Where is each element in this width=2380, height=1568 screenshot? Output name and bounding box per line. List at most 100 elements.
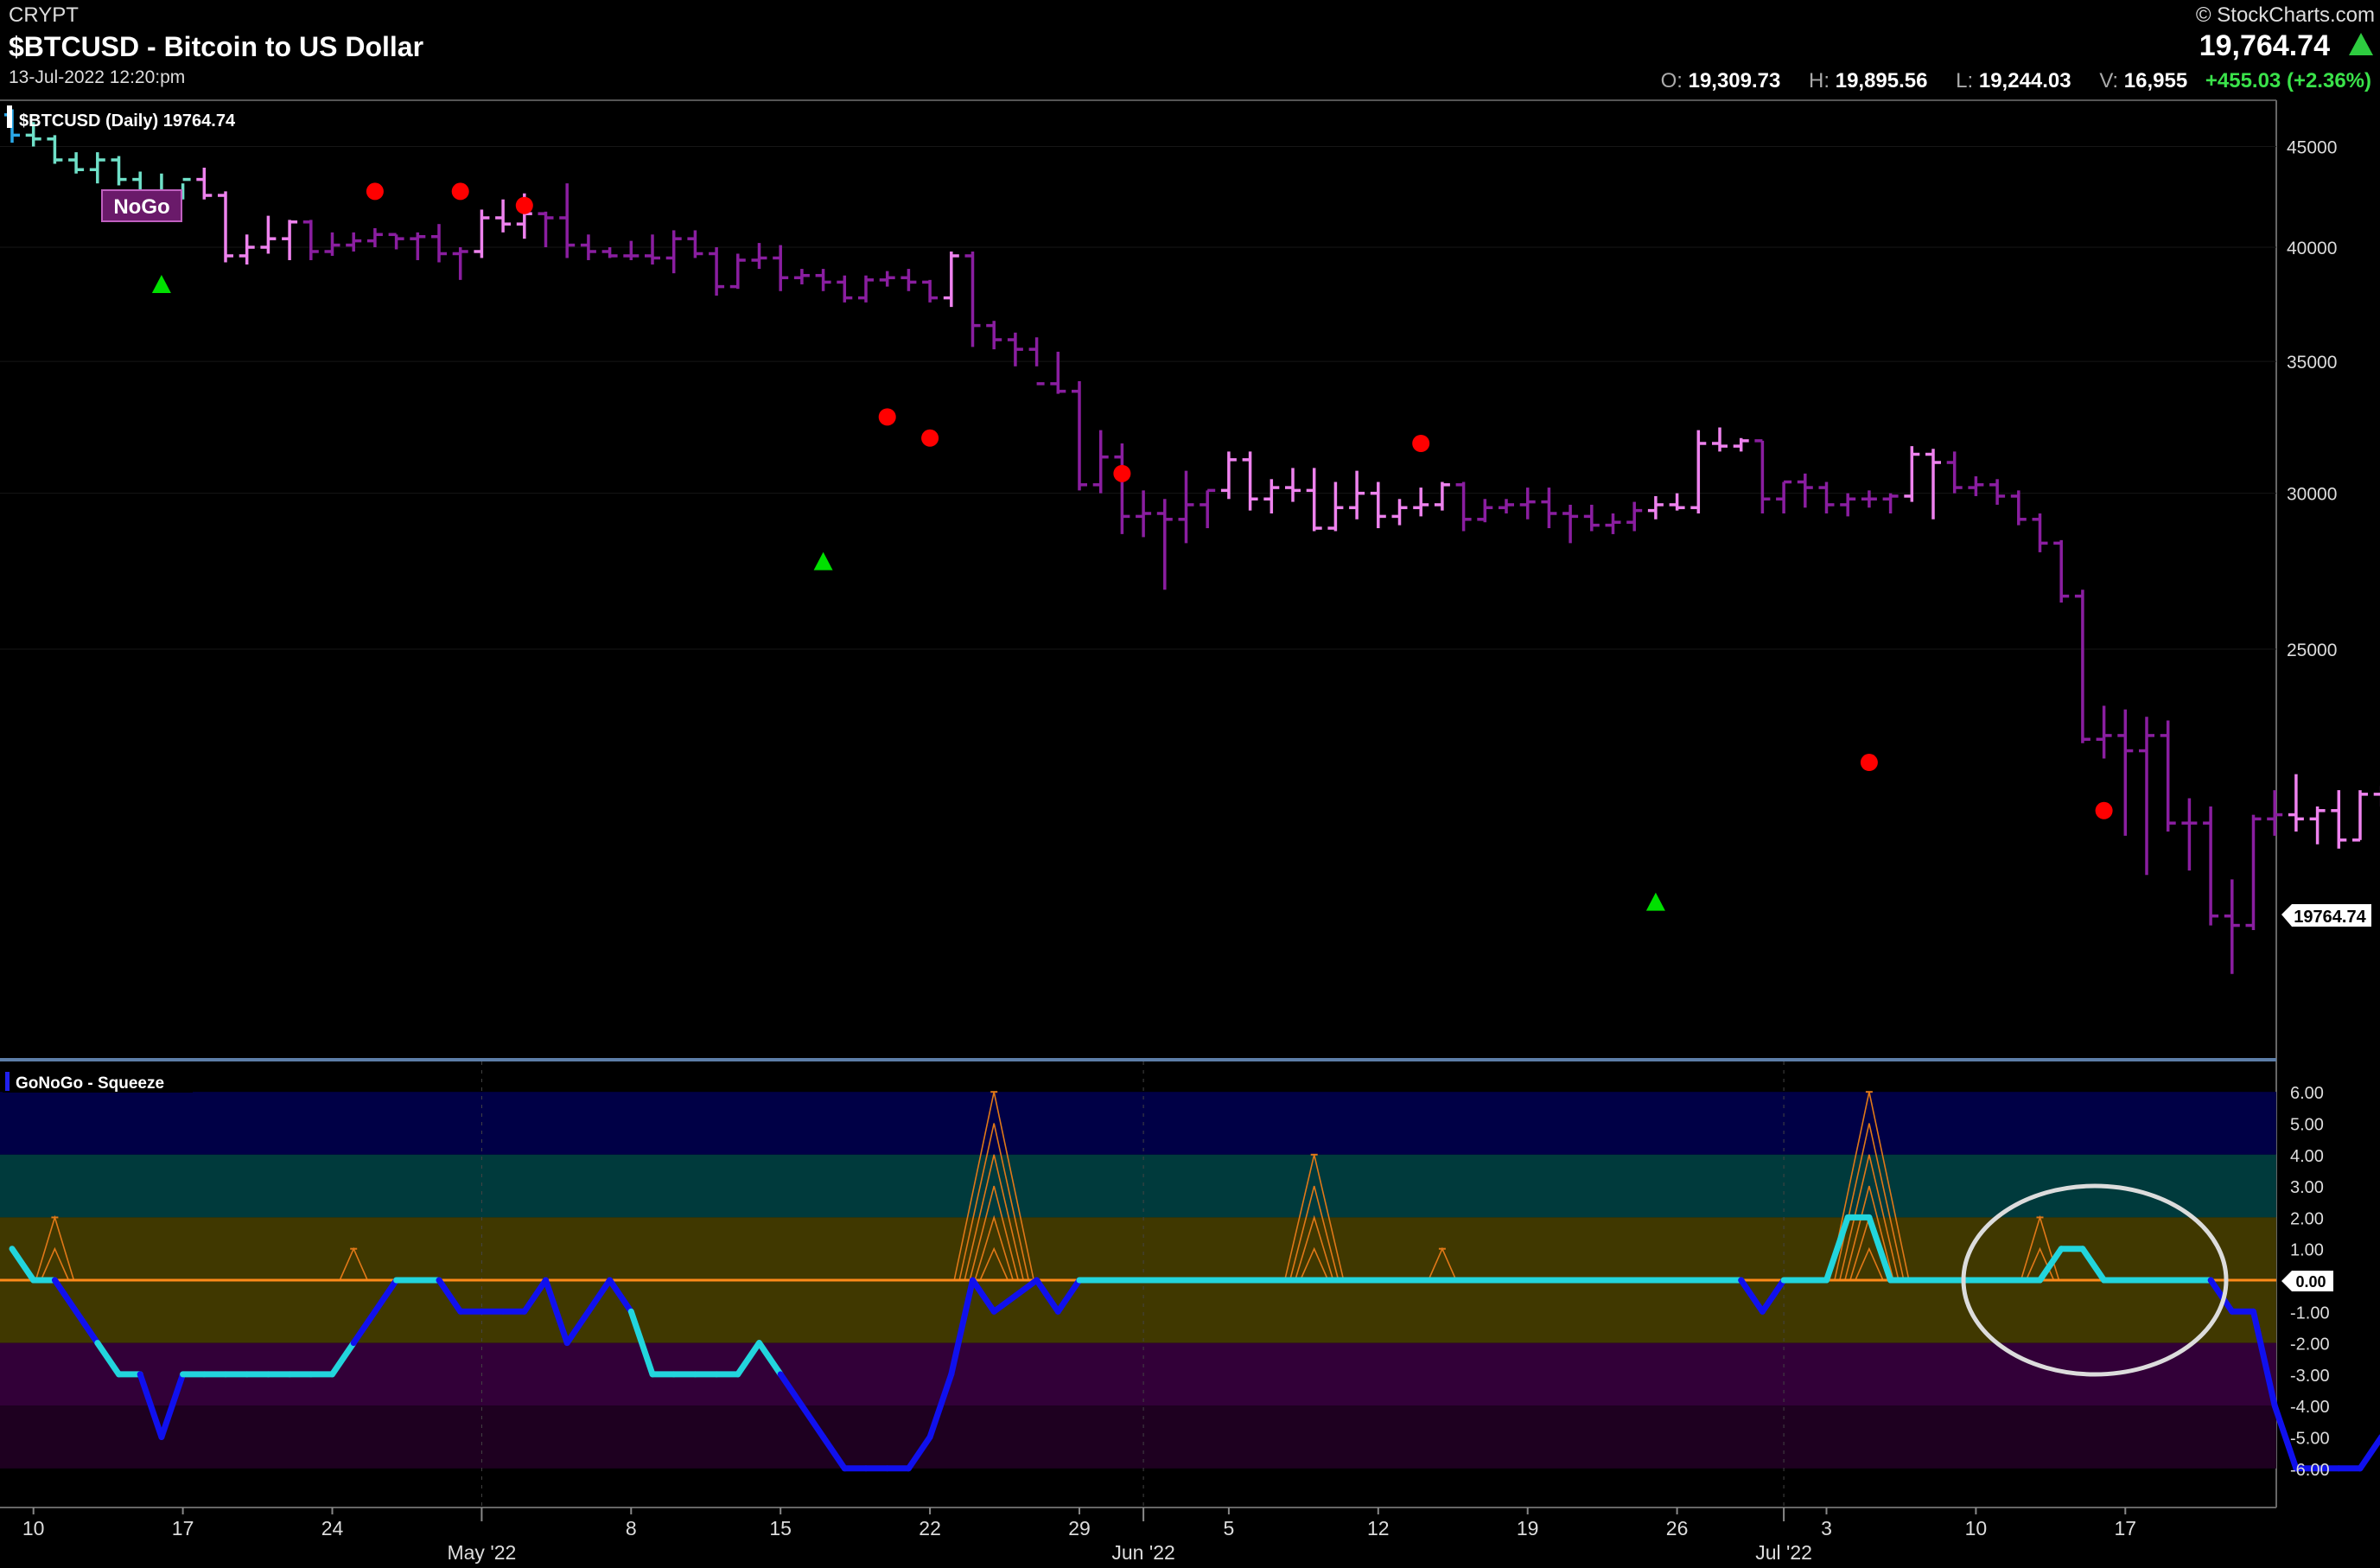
price-bar [1306, 468, 1322, 532]
price-bar [388, 233, 404, 250]
price-bar [2010, 490, 2027, 526]
volume-label: V: [2099, 69, 2119, 92]
nogo-dot [878, 408, 896, 426]
price-bar [922, 279, 939, 303]
price-bar [1028, 337, 1045, 386]
price-bar [2181, 798, 2198, 871]
osc-segment [9, 1246, 37, 1284]
price-up-icon [2349, 33, 2373, 55]
price-bar [1477, 499, 1493, 523]
osc-segment [1054, 1277, 1083, 1315]
nogo-dot [1860, 754, 1878, 772]
osc-y-tick-label: 2.00 [2290, 1209, 2324, 1228]
nogo-dot [1412, 435, 1430, 453]
osc-segment [51, 1277, 80, 1315]
osc-segment [1738, 1277, 1766, 1315]
osc-segment [735, 1340, 762, 1378]
price-bar [2160, 720, 2176, 832]
osc-segment [158, 1371, 187, 1440]
nogo-dot [921, 429, 939, 447]
price-bar [1007, 332, 1023, 367]
price-bar [1220, 451, 1237, 500]
x-tick-label: Jul '22 [1755, 1541, 1812, 1564]
osc-y-tick-label: 6.00 [2290, 1084, 2324, 1103]
osc-legend-bg [3, 1068, 193, 1093]
osc-y-tick-label: -6.00 [2290, 1461, 2330, 1480]
price-bar [366, 228, 383, 248]
price-bar [196, 167, 213, 200]
price-bar [68, 152, 85, 174]
go-triangle [151, 274, 171, 293]
copyright[interactable]: © StockCharts.com [2195, 3, 2375, 27]
price-bar [1733, 437, 1749, 452]
price-bar [111, 156, 127, 186]
y-tick-label: 40000 [2287, 239, 2337, 258]
price-bar [1925, 449, 1941, 519]
osc-segment [521, 1277, 549, 1315]
osc-segment [372, 1277, 400, 1315]
svg-text:19764.74: 19764.74 [2294, 908, 2366, 927]
squeeze-cone [1855, 1246, 1884, 1281]
squeeze-cone [979, 1246, 1009, 1281]
price-bar [2331, 790, 2347, 849]
price-panel-bg [0, 100, 2276, 1058]
osc-band [0, 1342, 2276, 1406]
legend-marker [7, 105, 12, 128]
price-bar [2245, 814, 2262, 931]
squeeze-cone [1839, 1154, 1900, 1281]
osc-segment [948, 1277, 976, 1378]
low-value: 19,244.03 [1978, 69, 2071, 92]
x-tick-label: 5 [1224, 1517, 1235, 1539]
price-bar [858, 275, 874, 303]
squeeze-cone [969, 1185, 1019, 1281]
osc-segment [2271, 1402, 2300, 1472]
y-tick-label: 30000 [2287, 485, 2337, 505]
price-bar [751, 243, 767, 270]
x-tick-label: 19 [1517, 1517, 1539, 1539]
price-bar [2224, 879, 2240, 974]
osc-segment [94, 1340, 122, 1378]
osc-segment [777, 1371, 805, 1409]
ohlc-readout: O: 19,309.73 H: 19,895.56 L: 19,244.03 V… [1639, 69, 2371, 93]
price-bar [2117, 709, 2134, 836]
price-bar [260, 215, 277, 254]
price-change: +455.03 (+2.36%) [2205, 69, 2371, 92]
price-bar [495, 199, 512, 233]
price-bar [1946, 451, 1963, 494]
svg-text:0.00: 0.00 [2295, 1273, 2326, 1291]
price-bar [89, 152, 105, 184]
osc-segment [2079, 1246, 2108, 1284]
squeeze-cone [40, 1246, 70, 1281]
chart-title: $BTCUSD - Bitcoin to US Dollar [9, 31, 424, 62]
x-tick-label: 12 [1367, 1517, 1390, 1539]
price-bar [1797, 473, 1813, 508]
price-bar [964, 251, 981, 347]
axis-labels: 25000 30000 35000 40000 45000 6.00 5.00 4.00 3.0… [22, 137, 2338, 1564]
price-bar [1562, 504, 1579, 544]
price-bar [879, 271, 895, 287]
go-triangle [813, 551, 833, 570]
osc-segment [329, 1340, 357, 1378]
nogo-badge [101, 189, 182, 222]
price-bar [900, 269, 917, 291]
high-value: 19,895.56 [1835, 69, 1928, 92]
price-bar [452, 247, 468, 280]
price-bar [815, 269, 831, 291]
signal-markers [151, 182, 2113, 911]
price-bar [1519, 488, 1536, 519]
price-bar [1626, 501, 1643, 532]
price-bar [645, 234, 660, 265]
price-bar [773, 245, 789, 291]
price-bar [559, 183, 576, 258]
axis-grid [0, 145, 2276, 1521]
price-bar [2203, 806, 2219, 926]
price-bar [1327, 481, 1344, 532]
price-bar [2053, 539, 2070, 603]
price-bar [793, 269, 810, 284]
x-tick-label: 29 [1068, 1517, 1091, 1539]
x-tick-label: 17 [2115, 1517, 2137, 1539]
price-bar [2139, 717, 2154, 876]
low-label: L: [1956, 69, 1974, 92]
y-tick-label: 45000 [2287, 137, 2337, 157]
last-price: 19,764.74 [2199, 29, 2330, 62]
